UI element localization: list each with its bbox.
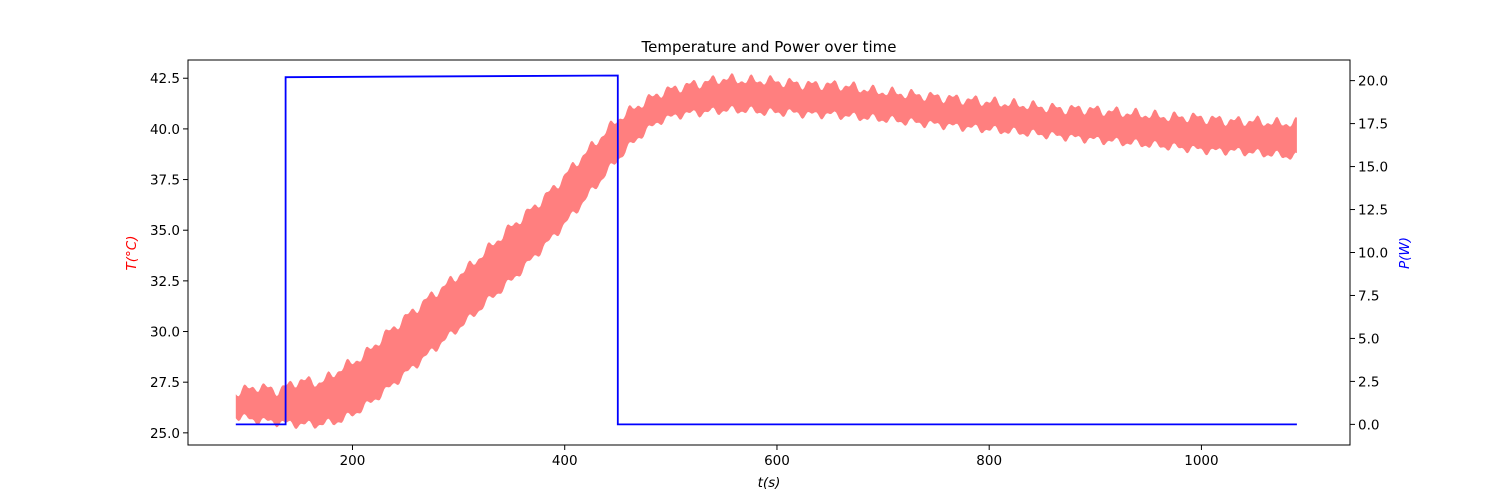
y-axis-left-label: T(°C) bbox=[124, 236, 140, 271]
y-right-tick-label: 20.0 bbox=[1358, 74, 1388, 90]
x-tick-label: 200 bbox=[340, 453, 366, 469]
y-right-tick-label: 0.0 bbox=[1358, 417, 1379, 433]
y-left-tick-label: 30.0 bbox=[150, 325, 180, 341]
y-right-tick-label: 12.5 bbox=[1358, 203, 1388, 219]
y-left-tick-label: 25.0 bbox=[150, 426, 180, 442]
y-axis-right-label: P(W) bbox=[1397, 237, 1413, 269]
x-axis-label: t(s) bbox=[758, 475, 781, 491]
power-line bbox=[235, 74, 1297, 426]
temperature-band bbox=[235, 73, 1297, 429]
y-left-tick-label: 42.5 bbox=[150, 71, 180, 87]
x-tick-label: 400 bbox=[552, 453, 578, 469]
y-right-tick-label: 7.5 bbox=[1358, 288, 1379, 304]
axes: 200 400 600 800 1000 25.0 27.5 30.0 32.5 35.0 37.5… bbox=[150, 71, 1388, 469]
y-right-tick-label: 10.0 bbox=[1358, 246, 1388, 262]
y-right-tick-label: 17.5 bbox=[1358, 117, 1388, 133]
y-left-tick-label: 32.5 bbox=[150, 274, 180, 290]
x-tick-label: 600 bbox=[764, 453, 790, 469]
y-right-tick-label: 15.0 bbox=[1358, 160, 1388, 176]
y-left-tick-label: 35.0 bbox=[150, 223, 180, 239]
plot-area bbox=[235, 73, 1297, 429]
x-tick-label: 800 bbox=[976, 453, 1002, 469]
x-tick-label: 1000 bbox=[1184, 453, 1218, 469]
chart-title: Temperature and Power over time bbox=[641, 38, 897, 56]
y-left-tick-label: 40.0 bbox=[150, 122, 180, 138]
y-left-tick-label: 37.5 bbox=[150, 173, 180, 189]
y-right-tick-label: 5.0 bbox=[1358, 331, 1379, 347]
y-right-tick-label: 2.5 bbox=[1358, 374, 1379, 390]
y-left-tick-label: 27.5 bbox=[150, 375, 180, 391]
